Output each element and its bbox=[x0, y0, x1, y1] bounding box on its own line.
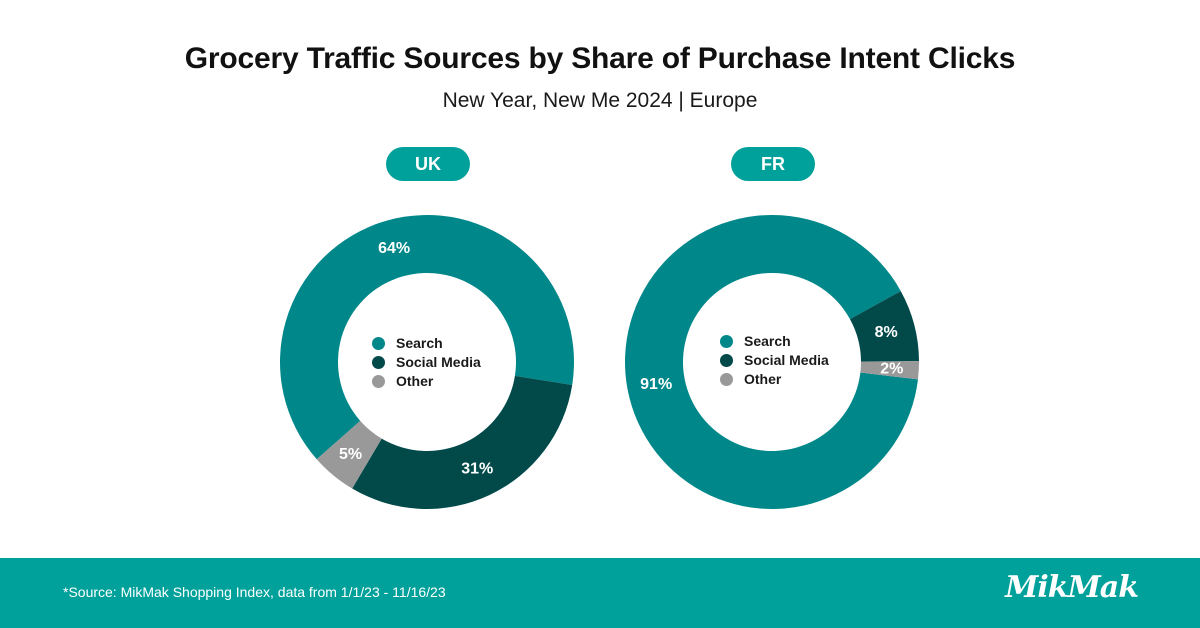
slice-search bbox=[624, 215, 918, 509]
legend-label-social-media: Social Media bbox=[396, 354, 481, 370]
uk-label-pill: UK bbox=[386, 147, 470, 181]
slice-search bbox=[279, 214, 574, 460]
source-note: *Source: MikMak Shopping Index, data fro… bbox=[63, 584, 446, 600]
slice-label-other: 5% bbox=[339, 446, 362, 463]
chart-subtitle: New Year, New Me 2024 | Europe bbox=[442, 89, 758, 112]
slice-label-search: 64% bbox=[378, 240, 410, 257]
legend-item-search: Search bbox=[720, 332, 829, 350]
slice-label-search: 91% bbox=[640, 376, 672, 393]
slice-label-social-media: 31% bbox=[461, 460, 493, 477]
legend-item-social-media: Social Media bbox=[720, 351, 829, 369]
chart-title: Grocery Traffic Sources by Share of Purc… bbox=[184, 42, 1016, 75]
slice-other bbox=[860, 361, 919, 380]
legend-dot-social-media bbox=[372, 355, 385, 369]
slice-social-media bbox=[849, 291, 919, 362]
legend-label-other: Other bbox=[744, 371, 782, 387]
slice-label-social-media: 8% bbox=[875, 324, 898, 341]
legend-dot-social-media bbox=[720, 353, 733, 367]
legend-label-other: Other bbox=[396, 373, 434, 389]
legend-item-other: Other bbox=[720, 370, 829, 388]
fr-donut-chart: 91% 8% 2% bbox=[624, 215, 919, 509]
legend-label-social-media: Social Media bbox=[744, 352, 829, 368]
legend-label-search: Search bbox=[396, 335, 443, 351]
legend-dot-search bbox=[372, 336, 385, 350]
legend-label-search: Search bbox=[744, 333, 791, 349]
legend-dot-search bbox=[720, 334, 733, 348]
legend-item-social-media: Social Media bbox=[372, 353, 481, 371]
uk-donut-chart: 64% 31% 5% bbox=[279, 214, 574, 510]
slice-social-media bbox=[352, 375, 573, 510]
legend-dot-other bbox=[720, 372, 733, 386]
fr-legend: Search Social Media Other bbox=[720, 332, 829, 388]
mikmak-logo: MikMak bbox=[1005, 570, 1139, 605]
legend-dot-other bbox=[372, 374, 385, 388]
slice-other bbox=[316, 420, 382, 489]
uk-legend: Search Social Media Other bbox=[372, 334, 481, 390]
legend-item-search: Search bbox=[372, 334, 481, 352]
fr-label-pill: FR bbox=[731, 147, 815, 181]
legend-item-other: Other bbox=[372, 372, 481, 390]
slice-label-other: 2% bbox=[880, 360, 903, 377]
footer-bar: *Source: MikMak Shopping Index, data fro… bbox=[0, 558, 1200, 628]
